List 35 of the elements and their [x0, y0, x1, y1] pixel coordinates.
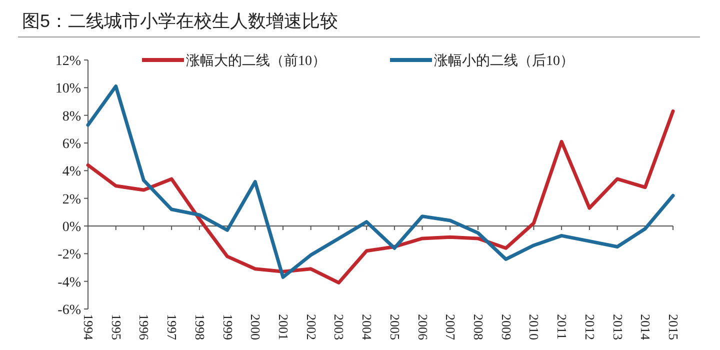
x-tick-label: 1999 — [220, 314, 236, 340]
x-tick-label: 2015 — [666, 314, 681, 340]
x-tick-label: 1998 — [192, 314, 208, 340]
x-tick-label: 2011 — [554, 314, 570, 340]
x-tick-label: 1995 — [108, 314, 124, 340]
x-tick-label: 2000 — [248, 314, 264, 340]
x-tick-label: 2003 — [332, 314, 347, 340]
y-tick-label: 6% — [62, 137, 82, 152]
y-tick-label: 8% — [62, 109, 82, 124]
x-tick-label: 2008 — [471, 314, 486, 340]
y-tick-label: 0% — [62, 220, 82, 235]
x-tick-label: 1994 — [81, 314, 96, 340]
legend-label: 涨幅小的二线（后10） — [434, 53, 574, 69]
x-tick-label: 2010 — [526, 314, 542, 340]
x-tick-label: 2012 — [582, 314, 598, 340]
chart-title: 图5：二线城市小学在校生人数增速比较 — [22, 11, 338, 31]
legend-label: 涨幅大的二线（前10） — [186, 53, 326, 69]
x-tick-label: 2007 — [443, 314, 458, 340]
x-tick-label: 1997 — [164, 314, 180, 340]
x-tick-label: 2013 — [610, 314, 626, 340]
y-tick-label: 2% — [62, 192, 82, 208]
x-tick-label: 2002 — [304, 314, 319, 340]
x-tick-label: 2005 — [387, 314, 402, 340]
x-tick-label: 2006 — [415, 314, 430, 340]
x-tick-label: 1996 — [136, 314, 152, 340]
x-tick-label: 2001 — [276, 314, 291, 340]
x-tick-label: 2004 — [360, 314, 375, 340]
y-tick-label: -2% — [58, 248, 82, 263]
y-tick-label: -4% — [58, 275, 82, 290]
x-tick-label: 2009 — [498, 314, 514, 340]
x-tick-label: 2014 — [638, 314, 654, 340]
y-tick-label: -6% — [58, 303, 82, 318]
y-tick-label: 12% — [55, 54, 82, 69]
y-tick-label: 10% — [55, 82, 82, 97]
y-tick-label: 4% — [62, 164, 82, 180]
